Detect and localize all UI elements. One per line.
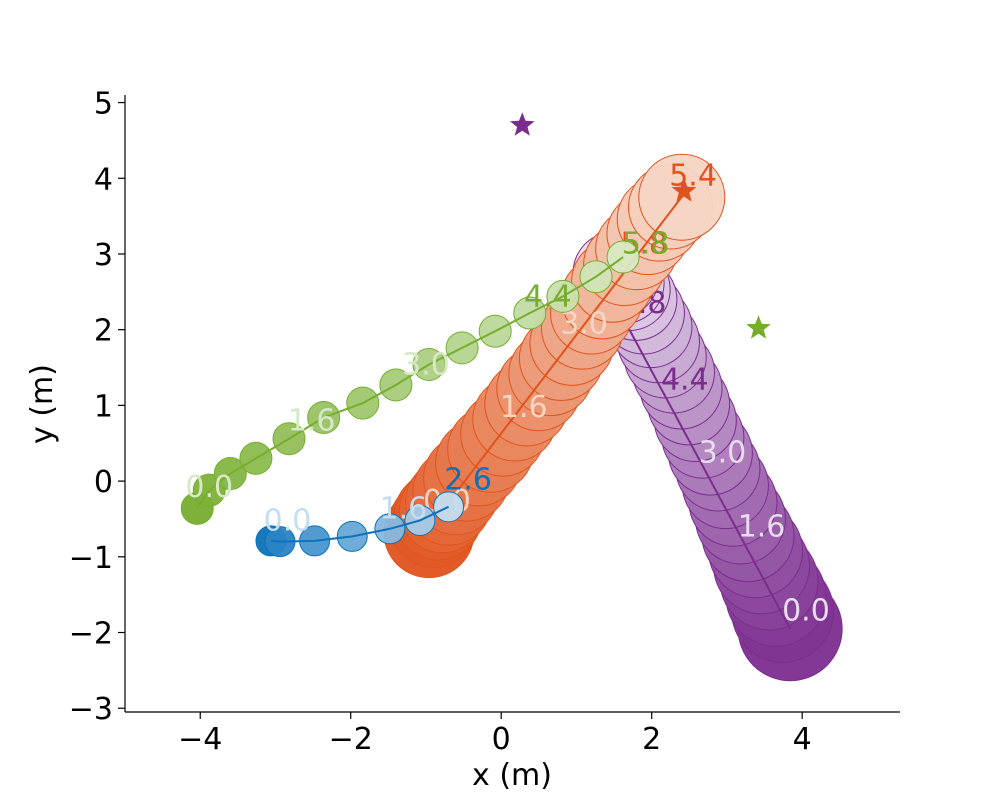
series-1-time-label: 3.0 <box>560 307 608 342</box>
y-tick-label: −3 <box>69 692 113 727</box>
series-0-time-label: 0.0 <box>782 594 830 629</box>
series-2-time-label: 1.6 <box>288 404 336 439</box>
y-tick-label: 3 <box>94 238 113 273</box>
series-2: 0.01.63.04.45.8 <box>180 226 771 525</box>
series-1-time-label: 1.6 <box>500 390 548 425</box>
series-2-time-label: 5.8 <box>622 226 670 261</box>
x-tick-label: −2 <box>329 722 373 757</box>
tick-marks: −4 −2 0 2 4 −3 −2 −1 0 1 2 3 4 5 <box>69 87 812 757</box>
series-3: 0.0 1.6 2.6 <box>255 463 492 558</box>
y-tick-label: 2 <box>94 314 113 349</box>
series-2-goal-star <box>746 315 771 339</box>
y-tick-label: −1 <box>69 541 113 576</box>
x-tick-label: 4 <box>793 722 812 757</box>
y-tick-label: 4 <box>94 162 113 197</box>
series-0-time-label: 1.6 <box>738 510 786 545</box>
series-0-goal-star <box>509 112 535 136</box>
series-0-time-label: 4.4 <box>661 363 709 398</box>
series-0-time-label: 3.0 <box>699 435 747 470</box>
series-3-time-label: 0.0 <box>264 503 312 538</box>
y-tick-label: 1 <box>94 389 113 424</box>
y-tick-label: −2 <box>69 617 113 652</box>
plot-marks: 0.01.63.04.45.80.01.63.05.45.80.01.63.04… <box>180 112 843 682</box>
series-1-path-line <box>447 191 687 503</box>
axes <box>124 95 900 713</box>
series-1-goal-star <box>671 178 697 202</box>
series-3-time-label: 1.6 <box>380 491 428 526</box>
series-2-time-label: 3.0 <box>402 348 450 383</box>
series-2-time-label: 4.4 <box>524 279 572 314</box>
series-2-time-label: 0.0 <box>185 470 233 505</box>
x-tick-label: 2 <box>642 722 661 757</box>
y-axis-label: y (m) <box>25 364 60 444</box>
y-tick-label: 0 <box>94 465 113 500</box>
series-3-time-label: 2.6 <box>444 463 492 498</box>
series-2-path-line <box>196 256 624 509</box>
y-tick-label: 5 <box>94 87 113 122</box>
x-tick-label: 0 <box>492 722 511 757</box>
x-tick-label: −4 <box>178 722 222 757</box>
series-3-path-line <box>270 505 449 543</box>
x-axis-label: x (m) <box>472 758 552 793</box>
series-0-path-line <box>624 321 792 630</box>
